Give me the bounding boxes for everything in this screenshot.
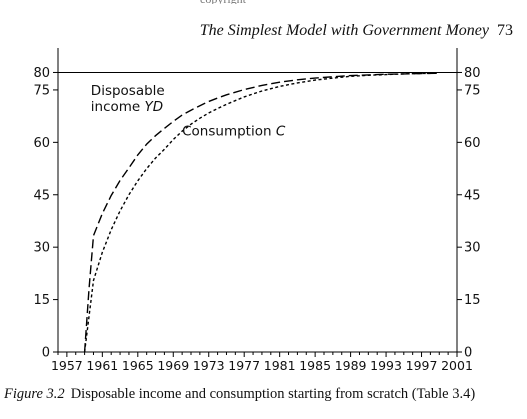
x-tick-label: 1981 [264, 358, 296, 370]
figure-label: Figure 3.2 [4, 386, 65, 402]
x-tick-label: 1989 [335, 358, 367, 370]
clipped-top-text: copyright [200, 0, 340, 4]
x-tick-label: 1973 [193, 358, 225, 370]
series-label-line: income YD [91, 99, 163, 115]
x-tick-label: 1965 [122, 358, 154, 370]
y-tick-label-right: 60 [464, 136, 481, 151]
y-tick-label-right: 80 [464, 66, 481, 81]
x-tick-label: 1985 [299, 358, 331, 370]
series-line-2 [83, 72, 440, 353]
y-tick-label-right: 15 [464, 293, 481, 308]
running-header: The Simplest Model with Government Money… [200, 22, 513, 40]
page-number: 73 [497, 22, 513, 39]
x-tick-label: 1977 [228, 358, 260, 370]
y-tick-label-right: 45 [464, 188, 481, 203]
figure-caption-text: Disposable income and consumption starti… [70, 386, 476, 402]
y-tick-label-left: 15 [33, 293, 50, 308]
series-symbol: C [276, 123, 286, 139]
y-tick-label-right: 75 [464, 83, 481, 98]
series-label-line: Disposable [91, 83, 165, 99]
y-tick-label-right: 30 [464, 241, 481, 256]
y-tick-label-left: 30 [33, 241, 50, 256]
figure-caption: Figure 3.2 Disposable income and consumpt… [4, 386, 475, 403]
y-tick-label-left: 75 [33, 83, 50, 98]
y-tick-label-left: 80 [33, 66, 50, 81]
x-tick-label: 1969 [157, 358, 189, 370]
y-tick-label-left: 60 [33, 136, 50, 151]
series-label-line: Consumption C [182, 123, 286, 139]
series-symbol: YD [145, 99, 164, 115]
x-tick-label: 1961 [86, 358, 118, 370]
series-label-2: Consumption C [182, 123, 286, 139]
y-tick-label-left: 45 [33, 188, 50, 203]
x-tick-label: 2001 [441, 358, 473, 370]
y-tick-label-left: 0 [42, 346, 50, 361]
x-tick-label: 1997 [406, 358, 438, 370]
x-tick-label: 1993 [370, 358, 402, 370]
x-tick-label: 1957 [51, 358, 83, 370]
series-label-1: Disposable income YD [91, 83, 165, 115]
running-title: The Simplest Model with Government Money [199, 22, 489, 39]
y-tick-label-right: 0 [464, 346, 472, 361]
